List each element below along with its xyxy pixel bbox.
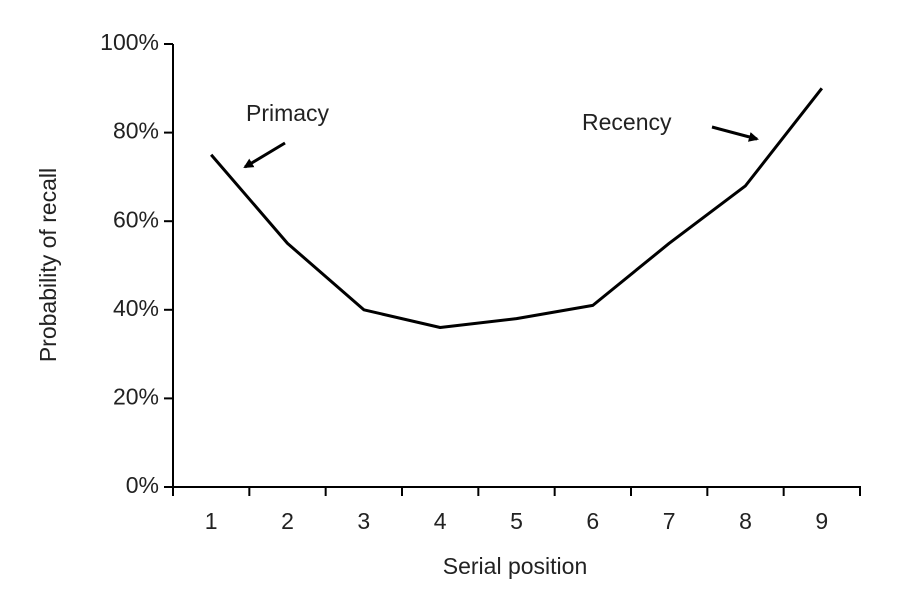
annotation: Recency (582, 109, 672, 135)
y-tick-label: 100% (100, 29, 159, 55)
data-line (210, 87, 824, 330)
annotation-arrow (243, 141, 286, 169)
x-tick-label: 2 (281, 508, 294, 534)
y-tick-label: 60% (113, 206, 159, 232)
x-tick-label: 4 (434, 508, 447, 534)
x-tick-label: 3 (357, 508, 370, 534)
y-tick-label: 40% (113, 295, 159, 321)
x-tick-label: 1 (205, 508, 218, 534)
y-tick-label: 20% (113, 383, 159, 409)
x-tick-label: 6 (586, 508, 599, 534)
y-axis-label: Probability of recall (35, 168, 61, 362)
annotation: Primacy (246, 100, 330, 126)
x-tick-label: 9 (815, 508, 828, 534)
annotation-arrow (711, 125, 759, 142)
y-tick-label: 80% (113, 118, 159, 144)
y-tick-label: 0% (126, 472, 159, 498)
x-tick-label: 8 (739, 508, 752, 534)
x-axis-label: Serial position (443, 553, 587, 579)
x-tick-label: 7 (663, 508, 676, 534)
x-tick-label: 5 (510, 508, 523, 534)
